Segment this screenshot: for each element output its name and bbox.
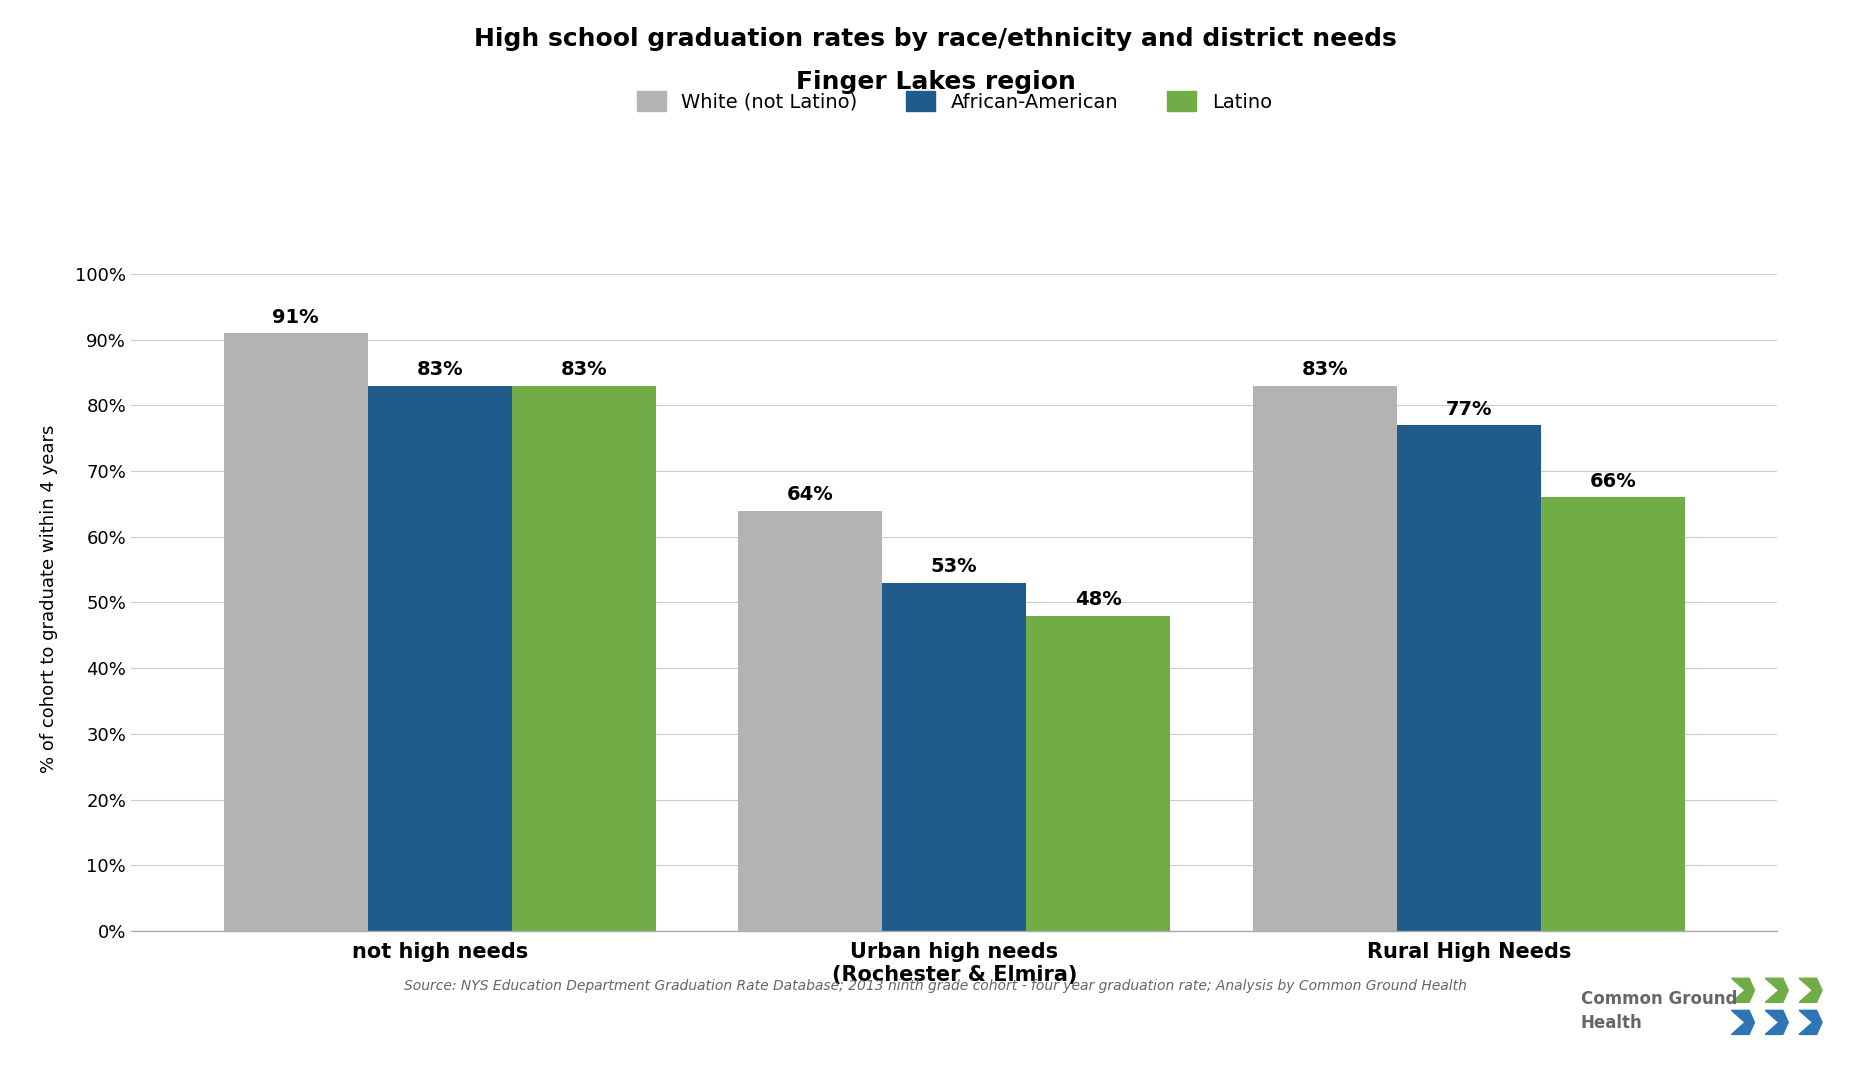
Text: 83%: 83%	[1302, 361, 1347, 379]
Text: 83%: 83%	[561, 361, 606, 379]
Text: 77%: 77%	[1446, 399, 1491, 418]
Bar	[881, 583, 1025, 931]
Text: High school graduation rates by race/ethnicity and district needs: High school graduation rates by race/eth…	[473, 27, 1398, 50]
Bar	[511, 385, 655, 931]
Polygon shape	[1731, 1010, 1755, 1035]
Text: 83%: 83%	[417, 361, 462, 379]
Bar	[1540, 498, 1684, 931]
Text: 66%: 66%	[1590, 472, 1635, 491]
Text: Source: NYS Education Department Graduation Rate Database; 2013 ninth grade coho: Source: NYS Education Department Graduat…	[404, 979, 1467, 993]
Text: 91%: 91%	[273, 307, 318, 326]
Bar	[1025, 615, 1171, 931]
Text: Common Ground
Health: Common Ground Health	[1581, 991, 1738, 1031]
Text: 48%: 48%	[1076, 590, 1121, 609]
Polygon shape	[1766, 1010, 1789, 1035]
Bar	[737, 510, 881, 931]
Polygon shape	[1800, 1010, 1822, 1035]
Y-axis label: % of cohort to graduate within 4 years: % of cohort to graduate within 4 years	[41, 425, 58, 774]
Polygon shape	[1800, 978, 1822, 1003]
Polygon shape	[1766, 978, 1789, 1003]
Bar	[1254, 385, 1396, 931]
Legend: White (not Latino), African-American, Latino: White (not Latino), African-American, La…	[636, 91, 1272, 112]
Bar	[367, 385, 511, 931]
Bar	[223, 333, 367, 931]
Text: 64%: 64%	[788, 485, 833, 504]
Text: 53%: 53%	[932, 557, 977, 577]
Bar	[1396, 425, 1540, 931]
Text: Finger Lakes region: Finger Lakes region	[795, 70, 1076, 93]
Polygon shape	[1731, 978, 1755, 1003]
